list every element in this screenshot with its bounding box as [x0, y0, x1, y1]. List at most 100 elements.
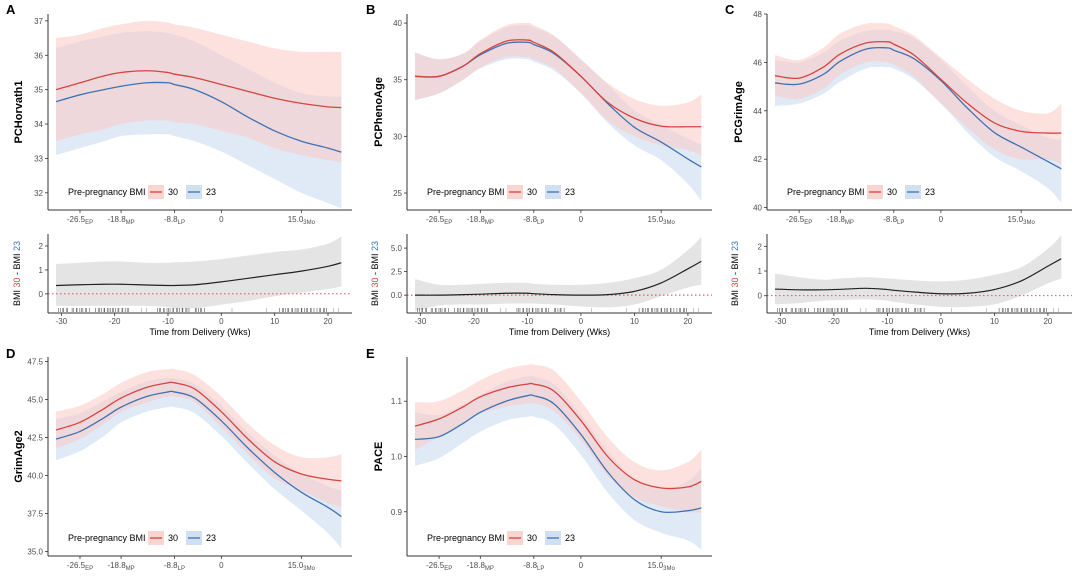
x-tick-value: 15.0: [1008, 215, 1024, 224]
diff-x-axis-title: Time from Delivery (Wks): [149, 327, 250, 337]
y-tick-label: 44: [753, 107, 762, 116]
diff-y-axis-title: BMI 30 - BMI 23: [370, 241, 380, 306]
difference-plot: 0 1 2 -30 -20 -10 0 10 20 Time from Delivery (Wks…: [12, 234, 352, 337]
y-tick-label: 34: [34, 120, 43, 129]
x-tick-label: -8.8LP: [523, 215, 544, 226]
y-axis-title: PACE: [373, 442, 385, 472]
legend-title: Pre-pregnancy BMI: [787, 187, 865, 197]
x-tick-value: -26.5: [426, 215, 445, 224]
diff-x-tick-label: -30: [415, 317, 427, 326]
x-tick-value: 15.0: [648, 561, 664, 570]
diff-y-title-part: 23: [730, 241, 740, 251]
x-tick-subscript: 3Mo: [663, 566, 675, 572]
x-tick-value: -18.8: [107, 561, 126, 570]
x-tick-value: -8.8: [523, 561, 537, 570]
x-tick-label: -18.8MP: [827, 215, 854, 226]
ci-band-bmi-30: [415, 23, 702, 156]
x-tick-subscript: LP: [897, 220, 904, 226]
rug-marks: [58, 308, 339, 312]
diff-y-tick-label: 5.0: [391, 244, 403, 253]
y-tick-label: 33: [34, 154, 43, 163]
x-tick-label: -26.5EP: [786, 215, 812, 226]
panel-letter: E: [366, 346, 375, 361]
line-bmi-30: [774, 40, 1062, 134]
panel-letter: D: [6, 346, 15, 361]
diff-y-axis-title: BMI 30 - BMI 23: [12, 241, 22, 306]
line-bmi-23: [774, 46, 1062, 170]
legend-label-bmi-30: 30: [168, 533, 178, 543]
difference-plot: 0 1 2 -30 -20 -10 0 10 20 Time from Delivery (Wks…: [730, 234, 1072, 337]
x-tick-value: -8.8: [164, 561, 178, 570]
x-tick-label: -26.5EP: [67, 215, 93, 226]
y-tick-label: 40: [393, 19, 402, 28]
x-tick-subscript: 3Mo: [303, 566, 315, 572]
x-tick-value: 15.0: [648, 215, 664, 224]
legend-label-bmi-23: 23: [565, 187, 575, 197]
diff-x-tick-label: 10: [270, 317, 279, 326]
x-tick-value: -18.8: [467, 215, 486, 224]
diff-x-tick-label: -20: [468, 317, 480, 326]
x-tick-subscript: MP: [845, 220, 854, 226]
diff-x-tick-label: -10: [882, 317, 894, 326]
diff-y-tick-label: 1: [758, 267, 763, 276]
panel-b: B 25 30 35 40 -26.5EP -18.8MP -8.8LP 0 15.03Mo PCP…: [366, 2, 712, 337]
diff-y-tick-label: 0: [39, 290, 44, 299]
x-tick-subscript: EP: [85, 220, 93, 226]
diff-x-tick-label: -30: [56, 317, 68, 326]
line-bmi-30: [55, 381, 342, 482]
diff-x-tick-label: 0: [579, 317, 584, 326]
x-tick-label: -8.8LP: [164, 561, 185, 572]
x-tick-subscript: LP: [537, 220, 544, 226]
y-tick-label: 37: [34, 17, 43, 26]
x-tick-subscript: MP: [485, 566, 494, 572]
difference-line: [55, 262, 342, 287]
diff-y-tick-label: 2: [39, 242, 44, 251]
panel-letter: C: [725, 2, 735, 17]
x-tick-label: 15.03Mo: [1008, 215, 1036, 226]
diff-y-title-part: - BMI: [730, 251, 740, 278]
legend: Pre-pregnancy BMI 30 23: [68, 185, 216, 199]
y-tick-label: 1.1: [391, 397, 403, 406]
x-tick-label: -26.5EP: [426, 215, 452, 226]
y-tick-label: 1.0: [391, 453, 403, 462]
x-tick-value: 0: [939, 215, 944, 224]
y-tick-label: 48: [753, 10, 762, 19]
y-axis-title: PCHorvath1: [13, 81, 25, 144]
y-axis-title: GrimAge2: [13, 430, 25, 483]
y-tick-label: 30: [393, 132, 402, 141]
x-tick-label: -8.8LP: [164, 215, 185, 226]
x-tick-value: -8.8: [523, 215, 537, 224]
diff-x-tick-label: 20: [1043, 317, 1052, 326]
ci-band-bmi-30: [415, 364, 702, 513]
difference-ci-band: [56, 236, 342, 309]
x-tick-subscript: EP: [804, 220, 812, 226]
panel-letter: B: [366, 2, 375, 17]
x-tick-value: -18.8: [107, 215, 126, 224]
rug-marks: [417, 308, 699, 312]
x-tick-value: 0: [219, 561, 224, 570]
diff-y-title-part: BMI: [12, 288, 22, 307]
x-tick-label: -18.8MP: [467, 215, 494, 226]
difference-plot: 0.0 2.5 5.0 -30 -20 -10 0 10 20 Time from Deliver…: [370, 234, 712, 337]
y-tick-label: 40.0: [27, 471, 43, 480]
x-tick-label: 0: [579, 215, 584, 224]
x-tick-subscript: 3Mo: [303, 220, 315, 226]
diff-x-tick-label: -10: [522, 317, 534, 326]
x-tick-subscript: MP: [126, 220, 135, 226]
diff-x-tick-label: 0: [939, 317, 944, 326]
x-tick-value: -18.8: [827, 215, 846, 224]
diff-x-tick-label: 20: [683, 317, 692, 326]
x-tick-value: -26.5: [67, 561, 86, 570]
x-tick-subscript: MP: [485, 220, 494, 226]
x-tick-value: 15.0: [288, 215, 304, 224]
diff-y-title-part: 30: [370, 277, 380, 287]
x-tick-value: -8.8: [883, 215, 897, 224]
diff-y-title-part: 30: [730, 277, 740, 287]
diff-x-tick-label: -30: [775, 317, 787, 326]
difference-ci-band: [415, 236, 702, 312]
x-tick-label: -26.5EP: [67, 561, 93, 572]
diff-y-title-part: 30: [12, 277, 22, 287]
diff-y-tick-label: 1: [39, 266, 44, 275]
x-tick-label: -18.8MP: [107, 215, 134, 226]
difference-line: [775, 258, 1062, 295]
